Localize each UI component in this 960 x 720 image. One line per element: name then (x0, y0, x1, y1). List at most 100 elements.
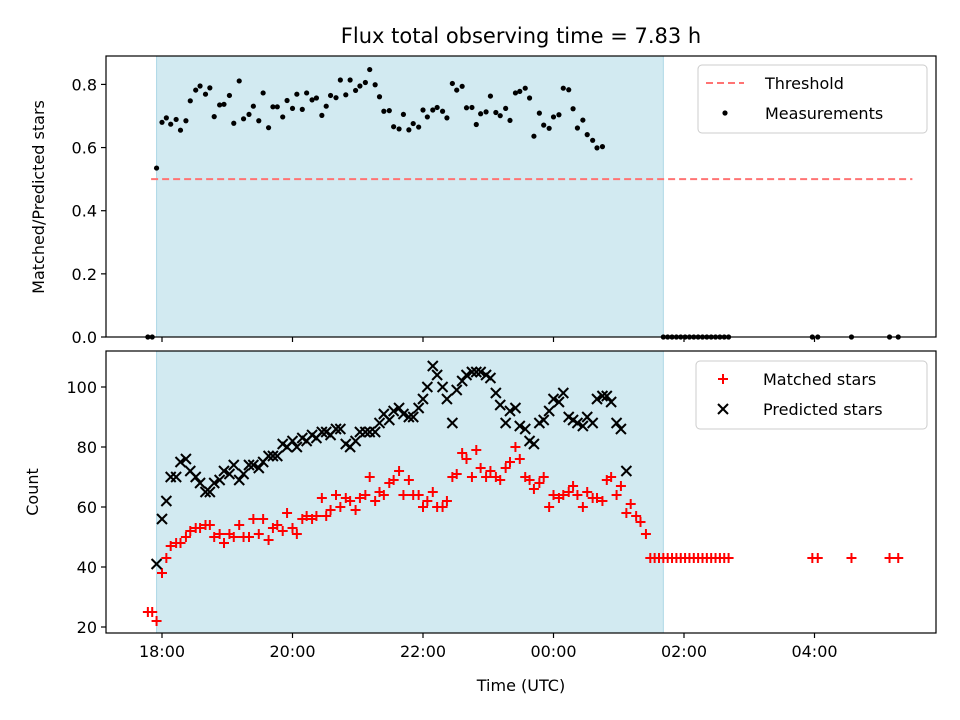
measurements-point (454, 87, 460, 93)
bottom-panel: 20 40 60 80 100 18:00 20:00 22:00 00:00 02:00 04:0… (66, 350, 937, 661)
measurements-point (193, 87, 199, 93)
matched-stars-point (151, 616, 162, 626)
measurements-point (459, 83, 465, 89)
predicted-stars-point (547, 393, 560, 405)
predicted-stars-point-b (427, 360, 439, 372)
predicted-stars-point (571, 417, 584, 429)
predicted-stars-point (208, 477, 220, 489)
matched-stars-point (466, 472, 477, 482)
predicted-stars-point-b (412, 402, 425, 414)
x-tick-label: 22:00 (400, 642, 446, 661)
predicted-stars-point (586, 417, 599, 429)
measurements-point (376, 94, 383, 100)
predicted-stars-point-b (615, 423, 627, 435)
predicted-stars-point (359, 426, 372, 438)
x-axis-label: Time (UTC) (476, 676, 565, 695)
predicted-stars-point (412, 402, 425, 414)
matched-stars-point (548, 490, 559, 500)
predicted-stars-point (460, 369, 473, 381)
measurements-point (430, 107, 436, 113)
matched-stars-point (640, 529, 651, 539)
matched-stars-point (884, 553, 895, 563)
measurements-point (347, 77, 353, 83)
measurements-point (270, 104, 276, 110)
measurements-point (352, 87, 359, 94)
predicted-stars-point-b (291, 441, 303, 453)
matched-stars-point (228, 532, 239, 542)
matched-stars-point (165, 541, 176, 551)
matched-stars-point (370, 496, 381, 506)
predicted-stars-point-b (557, 387, 569, 399)
predicted-stars-point-b (417, 393, 429, 405)
predicted-stars-point (615, 423, 627, 435)
predicted-stars-point-b (605, 396, 617, 408)
predicted-stars-point-b (373, 417, 386, 429)
predicted-stars-point-b (586, 417, 599, 429)
predicted-stars-point (387, 405, 400, 417)
matched-stars-point (345, 496, 356, 506)
measurements-point (531, 133, 537, 139)
matched-stars-point (631, 511, 642, 521)
measurements-point (159, 119, 165, 125)
measurements-point (256, 118, 262, 124)
predicted-stars-point-b (499, 417, 512, 429)
measurements-point (566, 87, 572, 93)
predicted-stars-point (218, 465, 230, 477)
predicted-stars-point (190, 471, 202, 483)
matched-stars-point (621, 508, 632, 518)
measurements-point (265, 125, 272, 131)
matched-stars-point (218, 538, 229, 548)
measurements-point (357, 83, 363, 89)
predicted-stars-point-b (208, 477, 220, 489)
predicted-stars-point-b (237, 468, 250, 480)
predicted-stars-point-b (190, 471, 202, 483)
measurements-point (313, 95, 320, 101)
predicted-stars-point-b (174, 456, 187, 468)
matched-stars-point (485, 466, 496, 476)
measurements-point (337, 77, 343, 83)
measurements-point (391, 124, 397, 130)
measurements-point (221, 101, 227, 107)
predicted-stars-point-b (170, 471, 182, 483)
measurements-point (574, 125, 581, 131)
measurements-point (386, 108, 392, 114)
predicted-stars-point (494, 399, 506, 411)
matched-stars-point (723, 553, 734, 563)
predicted-stars-point-b (204, 486, 216, 498)
predicted-stars-point (514, 420, 526, 432)
predicted-stars-point-b (397, 408, 410, 420)
predicted-stars-point (421, 381, 434, 393)
predicted-stars-point-b (334, 423, 347, 435)
measurements-point (556, 112, 562, 118)
matched-stars-point (615, 481, 626, 491)
predicted-stars-point-b (610, 417, 623, 429)
matched-stars-point (441, 496, 452, 506)
predicted-stars-point-b (490, 387, 502, 399)
predicted-stars-point (577, 420, 589, 432)
measurements-point (406, 127, 412, 133)
predicted-stars-point (466, 366, 478, 378)
plot-frame (105, 55, 937, 338)
measurements-point (236, 78, 242, 84)
measurements-point (416, 124, 422, 130)
matched-stars-point (325, 505, 336, 515)
predicted-stars-point (316, 426, 328, 438)
matched-stars-point (354, 493, 365, 503)
measurements-point (526, 95, 533, 101)
measurements-point (168, 121, 174, 127)
measurements-point (507, 117, 513, 124)
y-tick-label: 0.6 (72, 139, 97, 158)
measurements-point (400, 111, 407, 118)
y-tick-label: 40 (77, 558, 97, 577)
measurements-point (367, 66, 373, 73)
predicted-stars-point-b (436, 381, 449, 393)
measurements-point (493, 109, 499, 116)
predicted-stars-point (160, 495, 173, 507)
predicted-stars-point-b (150, 558, 163, 570)
measurements-point (546, 125, 552, 131)
legend-box (697, 64, 928, 134)
predicted-stars-point (204, 486, 216, 498)
x-tick-label: 20:00 (269, 642, 315, 661)
measurements-point (183, 118, 189, 124)
predicted-stars-point (436, 381, 449, 393)
